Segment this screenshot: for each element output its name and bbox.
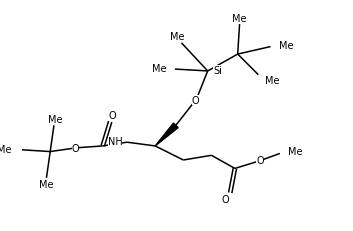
Text: O: O <box>256 155 264 165</box>
Text: Me: Me <box>265 76 279 86</box>
Text: Me: Me <box>48 114 62 124</box>
Text: Me: Me <box>152 64 167 74</box>
Text: Me: Me <box>170 32 185 42</box>
Text: O: O <box>72 143 79 153</box>
Text: Me: Me <box>232 13 247 23</box>
Text: NH: NH <box>108 137 122 147</box>
Text: Me: Me <box>288 146 303 156</box>
Text: O: O <box>108 110 116 121</box>
Text: Si: Si <box>213 66 222 76</box>
Text: O: O <box>192 96 199 106</box>
Text: Me: Me <box>0 144 12 154</box>
Polygon shape <box>155 123 178 146</box>
Text: O: O <box>222 195 229 204</box>
Text: Me: Me <box>279 40 293 51</box>
Text: Me: Me <box>39 179 54 190</box>
